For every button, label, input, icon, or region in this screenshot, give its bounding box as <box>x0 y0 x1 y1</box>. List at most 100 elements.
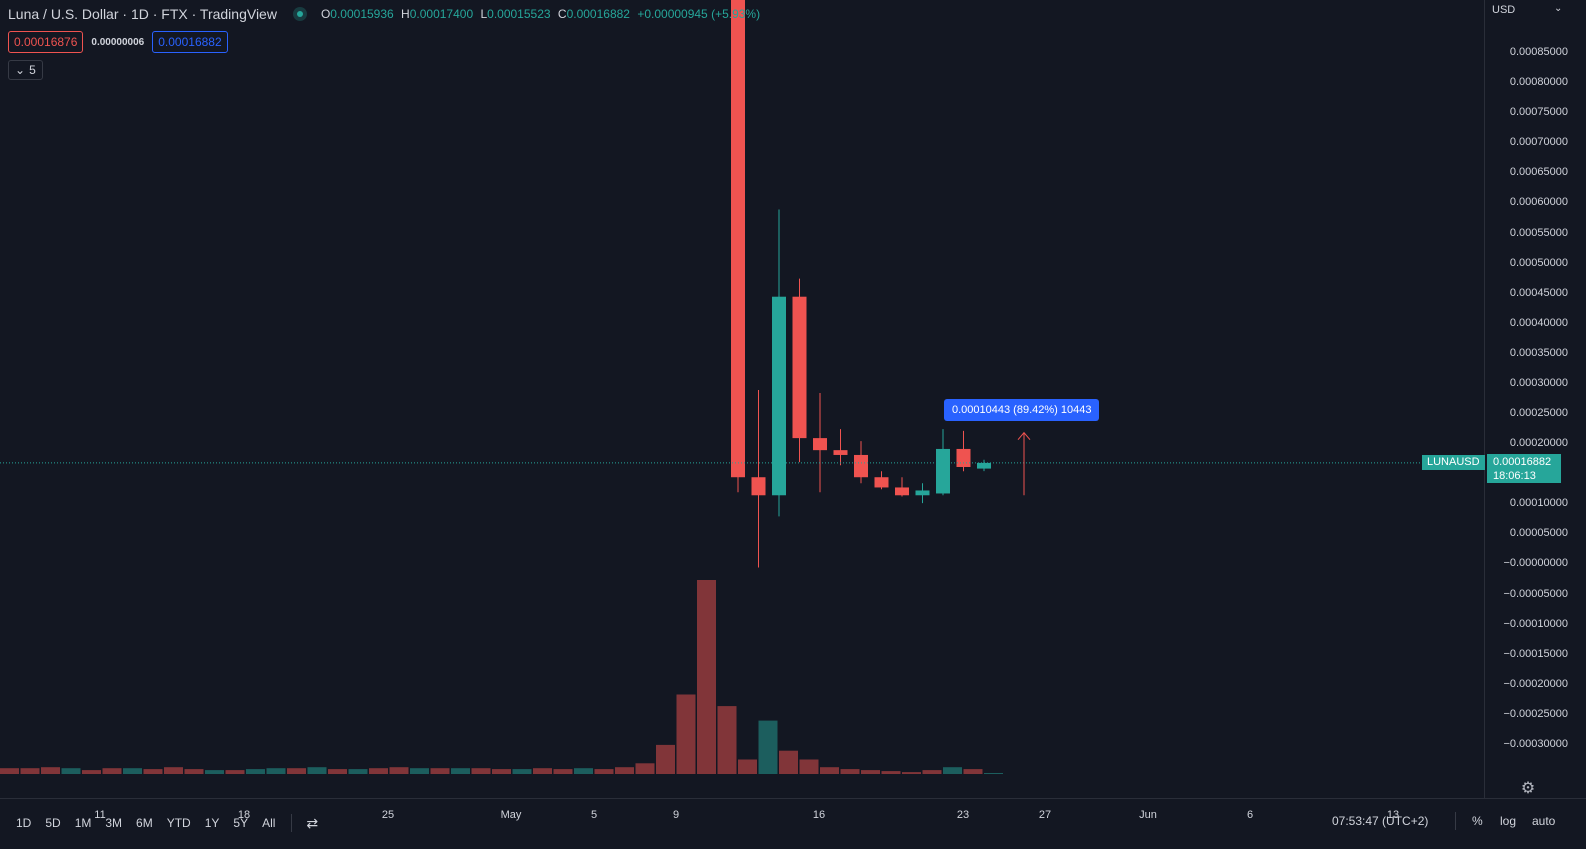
time-tick-label: 6 <box>1246 809 1254 821</box>
price-tick-label: −0.00020000 <box>1503 677 1568 690</box>
price-tick-label: 0.00045000 <box>1509 286 1568 299</box>
price-tick-label: −0.00030000 <box>1503 738 1568 750</box>
price-tick-label: 0.00065000 <box>1509 166 1568 179</box>
trade-prices: 0.00016876 0.00000006 0.00016882 <box>8 31 228 53</box>
volume-bar <box>840 769 860 774</box>
low-value: 0.00015523 <box>487 7 551 21</box>
price-tick-label: 0.00060000 <box>1509 196 1568 209</box>
volume-bar <box>697 580 716 774</box>
range-all-button[interactable]: All <box>262 816 276 830</box>
time-tick-label: 27 <box>1038 809 1052 821</box>
candle-body <box>854 454 868 478</box>
last-price-value: 0.00016882 <box>1493 456 1552 468</box>
volume-bar <box>594 769 614 774</box>
price-tick-label: 0.00035000 <box>1509 346 1568 359</box>
volume-bar <box>943 767 962 774</box>
time-tick-label: 18 <box>237 809 251 821</box>
volume-bar <box>820 767 839 774</box>
chevron-down-icon: ⌄ <box>15 63 26 77</box>
toolbar-divider <box>291 814 293 832</box>
time-tick-label: 9 <box>672 809 680 821</box>
auto-scale-toggle[interactable]: auto <box>1532 814 1556 828</box>
time-axis-divider <box>0 798 1586 799</box>
open-key: O <box>320 7 331 21</box>
price-tick-label: −0.00000000 <box>1503 557 1568 570</box>
time-tick-label: 13 <box>1386 809 1400 821</box>
price-tick-label: 0.00040000 <box>1509 316 1568 329</box>
symbol-title[interactable]: Luna / U.S. Dollar · 1D · FTX · TradingV… <box>8 6 277 22</box>
percent-scale-toggle[interactable]: % <box>1472 814 1483 828</box>
volume-bar <box>861 770 880 774</box>
price-tick-label: −0.00015000 <box>1503 647 1568 660</box>
clock-timezone[interactable]: 07:53:47 (UTC+2) <box>1332 814 1429 828</box>
volume-bar <box>471 768 491 774</box>
volume-bar <box>533 768 552 774</box>
volume-bar <box>307 767 327 774</box>
high-value: 0.00017400 <box>409 7 474 21</box>
chart-canvas[interactable] <box>0 0 1484 798</box>
volume-bar <box>225 770 245 774</box>
volume-bar <box>0 768 19 774</box>
volume-bar <box>717 706 737 774</box>
candle-body <box>956 448 971 467</box>
volume-bar <box>328 769 347 774</box>
go-to-date-icon[interactable]: ⇄ <box>306 815 319 831</box>
range-1m-button[interactable]: 1M <box>74 816 92 830</box>
price-tick-label: 0.00070000 <box>1509 136 1568 149</box>
spread-value: 0.00000006 <box>91 36 145 48</box>
volume-bar <box>41 767 60 774</box>
volume-bar <box>102 768 122 774</box>
time-tick-label: 16 <box>812 809 826 821</box>
candle-body <box>792 296 807 439</box>
candle-body <box>936 448 950 494</box>
candle-body <box>977 462 991 469</box>
range-6m-button[interactable]: 6M <box>136 816 153 830</box>
volume-bar <box>615 767 634 774</box>
volume-bar <box>922 770 942 774</box>
volume-bar <box>184 769 204 774</box>
range-1y-button[interactable]: 1Y <box>204 816 220 830</box>
price-tick-label: 0.00075000 <box>1509 106 1568 119</box>
bar-countdown: 18:06:13 <box>1493 470 1536 482</box>
candle-body <box>772 296 786 496</box>
time-tick-label: 23 <box>956 809 970 821</box>
volume-bar <box>205 770 224 774</box>
measure-tool-label[interactable]: 0.00010443 (89.42%) 10443 <box>944 399 1100 421</box>
price-tick-label: 0.00080000 <box>1509 76 1568 89</box>
volume-bar <box>492 769 511 774</box>
volume-bar <box>389 767 409 774</box>
volume-bar <box>963 769 983 774</box>
candle-body <box>915 490 930 496</box>
range-ytd-button[interactable]: YTD <box>166 816 191 830</box>
indicators-collapse-button[interactable]: ⌄ 5 <box>8 60 43 80</box>
price-axis-divider <box>1484 0 1485 798</box>
price-tick-label: 0.00010000 <box>1509 497 1568 510</box>
volume-bar <box>410 768 429 774</box>
price-tick-label: 0.00030000 <box>1509 376 1568 389</box>
log-scale-toggle[interactable]: log <box>1500 814 1517 828</box>
time-tick-label: Jun <box>1139 809 1157 821</box>
volume-bar <box>799 759 819 774</box>
volume-bar <box>574 768 593 774</box>
volume-bar <box>656 744 675 774</box>
chevron-down-icon[interactable]: ⌄ <box>1554 3 1563 14</box>
time-tick-label: May <box>500 809 522 821</box>
settings-gear-icon[interactable]: ⚙ <box>1520 780 1536 797</box>
range-3m-button[interactable]: 3M <box>105 816 123 830</box>
currency-selector[interactable]: USD <box>1492 4 1516 16</box>
market-status-icon <box>292 7 307 21</box>
range-1d-button[interactable]: 1D <box>16 816 32 830</box>
candle-body <box>833 450 848 455</box>
sell-price-button[interactable]: 0.00016876 <box>8 31 84 53</box>
time-tick-label: 25 <box>381 809 395 821</box>
candle-body <box>751 477 766 496</box>
range-5y-button[interactable]: 5Y <box>233 816 249 830</box>
volume-bar <box>553 769 573 774</box>
range-5d-button[interactable]: 5D <box>45 816 61 830</box>
buy-price-button[interactable]: 0.00016882 <box>152 31 228 53</box>
low-key: L <box>480 7 488 21</box>
volume-bar <box>266 768 286 774</box>
price-tick-label: 0.00085000 <box>1509 46 1568 58</box>
open-value: 0.00015936 <box>330 7 394 21</box>
